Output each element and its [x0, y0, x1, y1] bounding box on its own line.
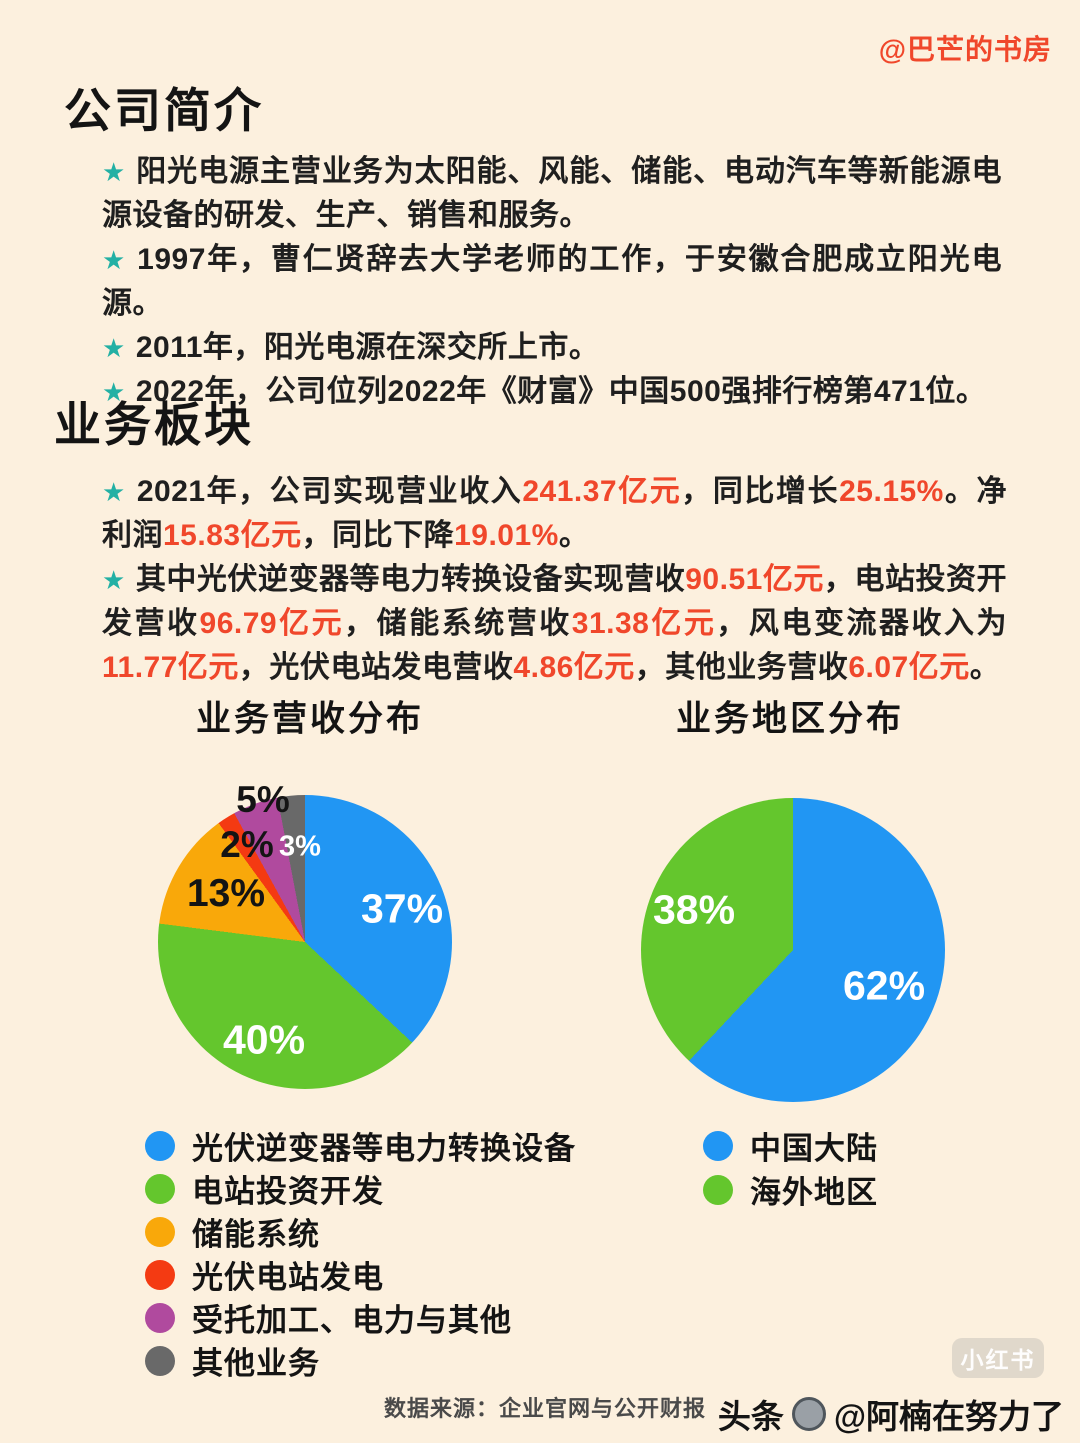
business-bullet-2-text: 其中光伏逆变器等电力转换设备实现营收90.51亿元，电站投资开发营收96.79亿… — [102, 563, 1008, 684]
legend-label: 光伏逆变器等电力转换设备 — [192, 1131, 576, 1166]
credit-platform: 头条 — [717, 1398, 784, 1435]
star-bullet-icon: ★ — [102, 565, 126, 595]
legend-item-converters: 光伏逆变器等电力转换设备 — [145, 1123, 576, 1168]
legend-item-mainland: 中国大陆 — [703, 1123, 878, 1168]
legend-label: 其他业务 — [192, 1346, 320, 1381]
intro-bullet-4-text: 2022年，公司位列2022年《财富》中国500强排行榜第471位。 — [135, 375, 987, 408]
intro-bullet-3: ★ 2011年，阳光电源在深交所上市。 — [102, 326, 1002, 370]
author-watermark: @巴芒的书房 — [878, 34, 1052, 65]
legend-dot-gray — [145, 1345, 175, 1376]
intro-bullet-1-text: 阳光电源主营业务为太阳能、风能、储能、电动汽车等新能源电源设备的研发、生产、销售… — [102, 155, 1003, 232]
pie-label-mainland: 62% — [842, 962, 926, 1009]
legend-label: 储能系统 — [192, 1217, 320, 1252]
intro-bullet-2-text: 1997年，曹仁贤辞去大学老师的工作，于安徽合肥成立阳光电源。 — [102, 243, 1002, 320]
credit-author: @阿楠在努力了 — [833, 1398, 1064, 1435]
legend-item-entrusted: 受托加工、电力与其他 — [145, 1295, 512, 1340]
business-bullet-1: ★ 2021年，公司实现营业收入241.37亿元，同比增长25.15%。净利润15… — [102, 470, 1007, 558]
legend-dot-blue — [145, 1130, 175, 1161]
star-bullet-icon: ★ — [102, 477, 127, 507]
intro-bullet-4: ★ 2022年，公司位列2022年《财富》中国500强排行榜第471位。 — [102, 370, 1002, 414]
star-bullet-icon: ★ — [102, 245, 128, 275]
data-source-note: 数据来源：企业官网与公开财报 — [383, 1396, 707, 1421]
star-bullet-icon: ★ — [102, 333, 126, 363]
legend-label: 中国大陆 — [750, 1131, 878, 1166]
star-bullet-icon: ★ — [102, 377, 126, 407]
bottom-credit: 头条 @阿楠在努力了 — [718, 1390, 1064, 1438]
legend-item-pv-generation: 光伏电站发电 — [145, 1252, 384, 1297]
legend-label: 受托加工、电力与其他 — [192, 1303, 512, 1338]
legend-item-storage: 储能系统 — [145, 1209, 320, 1254]
intro-bullet-2: ★ 1997年，曹仁贤辞去大学老师的工作，于安徽合肥成立阳光电源。 — [102, 238, 1002, 326]
intro-bullet-1: ★ 阳光电源主营业务为太阳能、风能、储能、电动汽车等新能源电源设备的研发、生产、销… — [102, 150, 1002, 238]
pie-label-converters: 37% — [360, 885, 444, 932]
legend-dot-blue — [703, 1130, 733, 1161]
legend-label: 光伏电站发电 — [192, 1260, 384, 1295]
pie-label-overseas: 38% — [652, 886, 736, 933]
company-intro-list: ★ 阳光电源主营业务为太阳能、风能、储能、电动汽车等新能源电源设备的研发、生产、销… — [102, 150, 1002, 414]
xiaohongshu-watermark-badge: 小红书 — [952, 1338, 1044, 1378]
legend-item-plant-investment: 电站投资开发 — [145, 1166, 384, 1211]
pie-label-plant-investment: 40% — [222, 1016, 306, 1063]
region-pie-chart — [641, 798, 945, 1102]
star-bullet-icon: ★ — [102, 157, 127, 187]
legend-item-other: 其他业务 — [145, 1338, 320, 1383]
author-avatar — [791, 1397, 826, 1431]
legend-dot-green — [145, 1173, 175, 1204]
legend-item-overseas: 海外地区 — [703, 1167, 878, 1212]
revenue-chart-title: 业务营收分布 — [195, 699, 425, 739]
section-title-company-intro: 公司简介 — [64, 84, 264, 137]
legend-dot-purple — [145, 1302, 175, 1333]
legend-dot-green — [703, 1174, 733, 1205]
business-bullet-2: ★ 其中光伏逆变器等电力转换设备实现营收90.51亿元，电站投资开发营收96.79… — [102, 558, 1007, 690]
pie-label-storage: 13% — [186, 872, 266, 915]
revenue-pie-chart — [158, 795, 452, 1089]
pie-label-other: 3% — [279, 830, 321, 863]
legend-dot-red — [145, 1259, 175, 1290]
pie-label-entrusted: 5% — [236, 779, 290, 820]
region-chart-title: 业务地区分布 — [675, 699, 905, 739]
intro-bullet-3-text: 2011年，阳光电源在深交所上市。 — [135, 331, 600, 364]
legend-label: 电站投资开发 — [192, 1174, 384, 1209]
legend-dot-yellow — [145, 1216, 175, 1247]
pie-label-pv-generation: 2% — [220, 824, 274, 865]
business-bullet-1-text: 2021年，公司实现营业收入241.37亿元，同比增长25.15%。净利润15.… — [102, 475, 1007, 552]
section-title-business-segments: 业务板块 — [54, 398, 254, 451]
legend-label: 海外地区 — [750, 1175, 878, 1210]
business-segments-list: ★ 2021年，公司实现营业收入241.37亿元，同比增长25.15%。净利润15… — [102, 470, 1007, 690]
